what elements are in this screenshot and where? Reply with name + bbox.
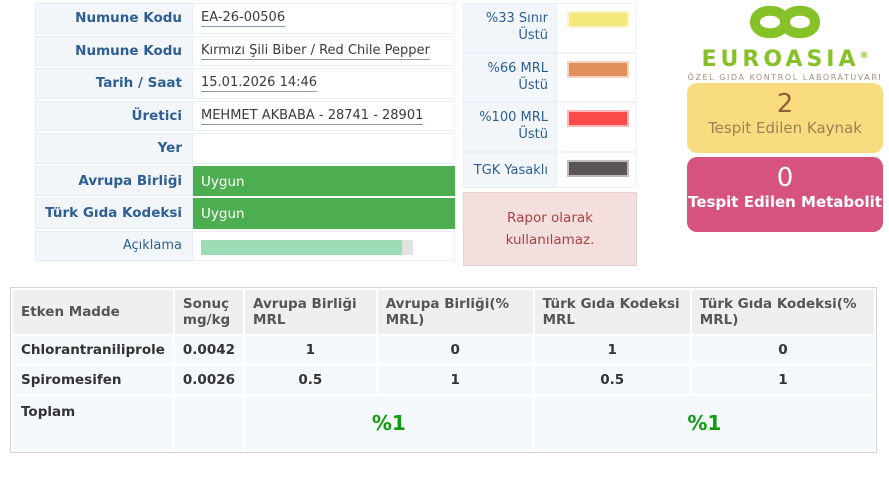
eu-pct-value: 0 bbox=[377, 336, 533, 364]
results-header-row: Etken Madde Sonuç mg/kg Avrupa Birliği M… bbox=[13, 290, 874, 334]
sample-name-field[interactable]: Kırmızı Şili Biber / Red Chile Pepper bbox=[193, 35, 455, 66]
form-row-datetime: Tarih / Saat 15.01.2026 14:46 bbox=[35, 68, 455, 99]
orange-swatch bbox=[567, 60, 629, 78]
col-header-substance: Etken Madde bbox=[13, 290, 173, 334]
eu-pct-value: 1 bbox=[377, 366, 533, 394]
sample-info-form: Numune Kodu EA-26-00506 Numune Kodu Kırm… bbox=[35, 3, 455, 263]
description-progress-track bbox=[201, 239, 413, 255]
result-value: 0.0026 bbox=[174, 366, 244, 394]
brand-wordmark: EUROASIA® bbox=[701, 47, 869, 72]
legend-row-66: %66 MRL Üstü bbox=[463, 52, 637, 102]
detected-metabolite-count: 0 bbox=[776, 163, 794, 193]
legend-label-100: %100 MRL Üstü bbox=[463, 102, 557, 152]
field-label: Üretici bbox=[35, 100, 193, 131]
red-swatch bbox=[567, 110, 629, 127]
tgk-pct-value: 1 bbox=[691, 366, 874, 394]
detected-source-label: Tespit Edilen Kaynak bbox=[708, 119, 862, 137]
producer-value[interactable]: MEHMET AKBABA - 28741 - 28901 bbox=[201, 107, 424, 125]
registered-mark: ® bbox=[859, 51, 869, 61]
alert-text-line2: kullanılamaz. bbox=[505, 232, 595, 248]
legend-swatch-cell bbox=[557, 3, 637, 53]
totals-label: Toplam bbox=[13, 396, 173, 450]
description-field bbox=[193, 230, 455, 261]
brand-tagline: ÖZEL GIDA KONTROL LABORATUVARI bbox=[687, 73, 883, 82]
sample-code-field[interactable]: EA-26-00506 bbox=[193, 3, 455, 34]
results-table-wrap: Etken Madde Sonuç mg/kg Avrupa Birliği M… bbox=[10, 287, 877, 453]
yellow-swatch bbox=[567, 11, 629, 28]
legend-label-66: %66 MRL Üstü bbox=[463, 52, 557, 102]
eu-status-badge: Uygun bbox=[193, 165, 455, 196]
field-label: Yer bbox=[35, 133, 193, 164]
field-label: Açıklama bbox=[35, 230, 193, 261]
substance-name: Chlorantraniliprole bbox=[13, 336, 173, 364]
field-label: Türk Gıda Kodeksi bbox=[35, 198, 193, 229]
field-label: Numune Kodu bbox=[35, 3, 193, 34]
totals-row: Toplam %1 %1 bbox=[13, 396, 874, 450]
datetime-value[interactable]: 15.01.2026 14:46 bbox=[201, 75, 318, 92]
table-row: Spiromesifen 0.0026 0.5 1 0.5 1 bbox=[13, 366, 874, 394]
not-a-report-alert: Rapor olarak kullanılamaz. bbox=[463, 192, 637, 266]
substance-name: Spiromesifen bbox=[13, 366, 173, 394]
totals-empty-cell bbox=[174, 396, 244, 450]
form-row-producer: Üretici MEHMET AKBABA - 28741 - 28901 bbox=[35, 100, 455, 131]
col-header-tgk-mrl: Türk Gıda Kodeksi MRL bbox=[534, 290, 690, 334]
legend-label-tgk-banned: TGK Yasaklı bbox=[463, 151, 557, 188]
result-value: 0.0042 bbox=[174, 336, 244, 364]
form-row-tgk-status: Türk Gıda Kodeksi Uygun bbox=[35, 198, 455, 229]
producer-field[interactable]: MEHMET AKBABA - 28741 - 28901 bbox=[193, 100, 455, 131]
infinity-logo-icon bbox=[749, 5, 821, 39]
eu-mrl-value: 1 bbox=[245, 336, 376, 364]
brand-block: EUROASIA® ÖZEL GIDA KONTROL LABORATUVARI bbox=[687, 0, 883, 82]
col-header-result: Sonuç mg/kg bbox=[174, 290, 244, 334]
table-row: Chlorantraniliprole 0.0042 1 0 1 0 bbox=[13, 336, 874, 364]
legend-swatch-cell bbox=[557, 151, 637, 188]
legend-row-33: %33 Sınır Üstü bbox=[463, 3, 637, 53]
sample-code-value[interactable]: EA-26-00506 bbox=[201, 10, 286, 27]
form-row-sample-name: Numune Kodu Kırmızı Şili Biber / Red Chi… bbox=[35, 35, 455, 66]
legend-swatch-cell bbox=[557, 102, 637, 152]
legend-label-33: %33 Sınır Üstü bbox=[463, 3, 557, 53]
datetime-field[interactable]: 15.01.2026 14:46 bbox=[193, 68, 455, 99]
results-table: Etken Madde Sonuç mg/kg Avrupa Birliği M… bbox=[11, 288, 876, 452]
detected-metabolite-label: Tespit Edilen Metabolit bbox=[688, 193, 882, 211]
field-label: Avrupa Birliği bbox=[35, 165, 193, 196]
form-row-description: Açıklama bbox=[35, 230, 455, 261]
legend-row-tgk-banned: TGK Yasaklı bbox=[463, 151, 637, 188]
detected-source-count: 2 bbox=[776, 89, 794, 119]
tgk-mrl-value: 1 bbox=[534, 336, 690, 364]
tgk-total-value: %1 bbox=[534, 396, 874, 450]
legend-row-100: %100 MRL Üstü bbox=[463, 102, 637, 152]
dark-swatch bbox=[567, 159, 629, 177]
eu-mrl-value: 0.5 bbox=[245, 366, 376, 394]
eu-total-value: %1 bbox=[245, 396, 533, 450]
detected-metabolite-card: 0 Tespit Edilen Metabolit bbox=[687, 157, 883, 232]
form-row-sample-code: Numune Kodu EA-26-00506 bbox=[35, 3, 455, 34]
alert-text-line1: Rapor olarak bbox=[507, 210, 593, 226]
form-row-place: Yer bbox=[35, 133, 455, 164]
detected-source-card: 2 Tespit Edilen Kaynak bbox=[687, 83, 883, 153]
field-label: Tarih / Saat bbox=[35, 68, 193, 99]
tgk-mrl-value: 0.5 bbox=[534, 366, 690, 394]
form-row-eu-status: Avrupa Birliği Uygun bbox=[35, 165, 455, 196]
col-header-tgk-pct: Türk Gıda Kodeksi(% MRL) bbox=[691, 290, 874, 334]
mrl-legend: %33 Sınır Üstü %66 MRL Üstü %100 MRL Üstü T… bbox=[463, 3, 637, 188]
tgk-status-badge: Uygun bbox=[193, 198, 455, 229]
legend-swatch-cell bbox=[557, 52, 637, 102]
col-header-eu-mrl: Avrupa Birliği MRL bbox=[245, 290, 376, 334]
place-field[interactable] bbox=[193, 133, 455, 164]
tgk-pct-value: 0 bbox=[691, 336, 874, 364]
field-label: Numune Kodu bbox=[35, 35, 193, 66]
col-header-eu-pct: Avrupa Birliği(% MRL) bbox=[377, 290, 533, 334]
sample-name-value[interactable]: Kırmızı Şili Biber / Red Chile Pepper bbox=[201, 42, 430, 60]
description-progress-fill bbox=[201, 239, 403, 255]
